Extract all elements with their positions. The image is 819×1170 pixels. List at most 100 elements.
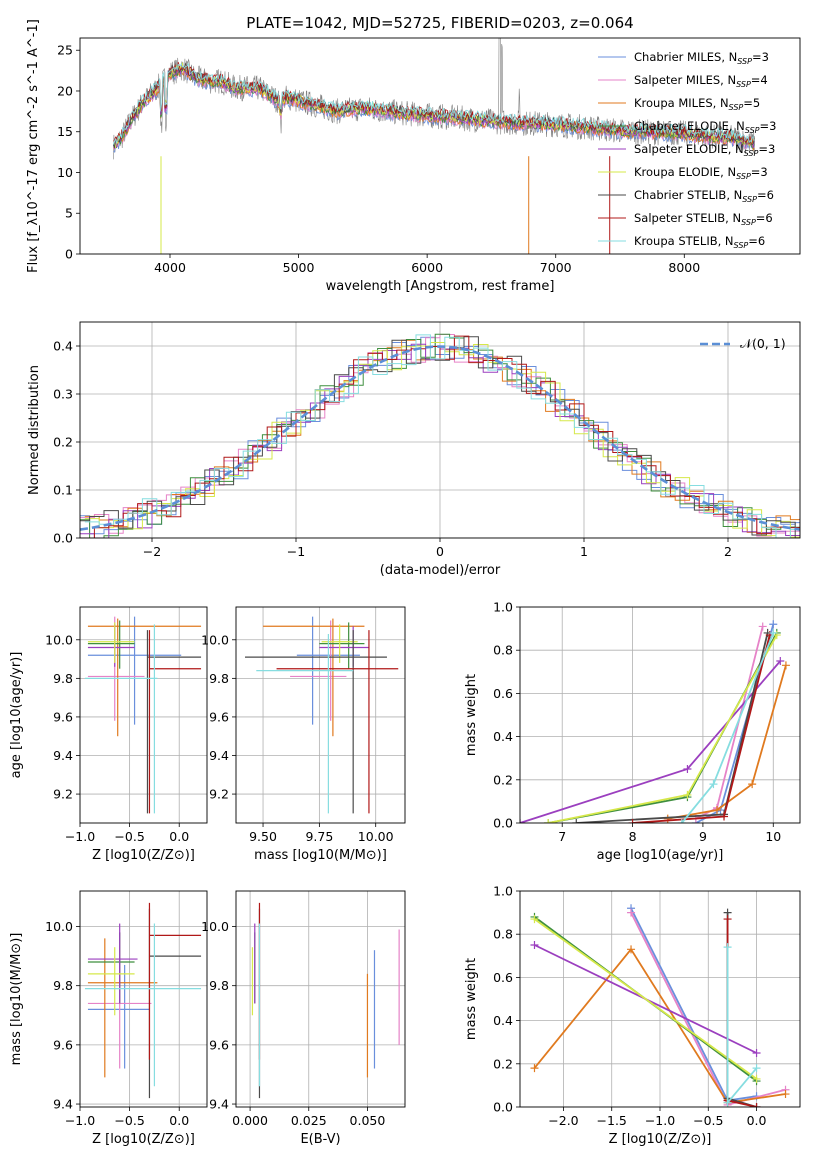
mass-weight-marker (530, 941, 539, 949)
y-tick-label: 0.8 (493, 643, 513, 658)
y-axis-label: Flux [f_λ10^-17 erg cm^-2 s^-1 A^-1] (26, 19, 41, 273)
mass-weight-marker (781, 1090, 790, 1099)
x-axis-label: age [log10(age/yr)] (597, 848, 724, 863)
x-tick-label: 1 (580, 544, 588, 559)
mass-weight-marker (752, 1064, 761, 1073)
y-tick-label: 9.8 (53, 978, 73, 993)
x-tick-label: 9.50 (249, 829, 277, 844)
figure-title: PLATE=1042, MJD=52725, FIBERID=0203, z=0… (246, 14, 633, 32)
legend-label: 𝒩(0, 1) (740, 336, 786, 351)
mass-weight-marker (758, 622, 767, 631)
panel-mass-vs-ebv: 0.000 0.025 0.050 9.4 9.6 9.8 10.0 E(B-V) (201, 890, 406, 1147)
x-tick-label: 10.00 (358, 829, 394, 844)
y-tick-label: 0.4 (53, 339, 73, 354)
y-tick-label: 0.4 (493, 1013, 513, 1028)
mass-weight-marker (709, 780, 718, 789)
y-tick-label: 0.2 (493, 772, 513, 787)
mass-weight-marker (720, 812, 729, 821)
mass-weight-marker (544, 819, 553, 823)
y-tick-label: 9.8 (53, 671, 73, 686)
histogram-step-line (80, 335, 800, 538)
x-tick-label: 10 (765, 829, 781, 844)
mass-weight-line (533, 947, 786, 1104)
legend-label: Salpeter ELODIE, NSSP=3 (634, 142, 775, 158)
axes-frame (79, 890, 208, 1108)
plot-area (520, 607, 800, 823)
y-tick-label: 0.0 (493, 1100, 513, 1115)
histogram-step-line (84, 334, 800, 538)
y-tick-label: 15 (57, 124, 73, 139)
y-tick-label: 9.4 (209, 1097, 229, 1112)
x-tick-label: −1.5 (597, 1113, 627, 1128)
plot-area (80, 322, 800, 538)
x-tick-label: 9 (699, 829, 707, 844)
panel-mass-weight-vs-age: 7 8 9 10 0.0 0.2 0.4 0.6 0.8 1.0 age [log10(age/yr… (464, 600, 801, 863)
mass-weight-line (632, 634, 771, 823)
y-tick-label: 9.8 (209, 671, 229, 686)
y-tick-label: 10.0 (201, 919, 229, 934)
normal-curve (80, 345, 800, 531)
axes-frame (79, 606, 208, 824)
mass-weight-marker (530, 1064, 539, 1073)
x-tick-label: 2 (724, 544, 732, 559)
legend-label: Kroupa STELIB, NSSP=6 (634, 234, 765, 250)
legend-label: Chabrier STELIB, NSSP=6 (634, 188, 774, 204)
y-tick-label: 9.2 (53, 787, 73, 802)
x-tick-label: −1 (287, 544, 305, 559)
mass-weight-line (630, 907, 757, 1102)
x-axis-label: E(B-V) (300, 1132, 340, 1147)
x-tick-label: 8 (629, 829, 637, 844)
mass-weight-line (547, 634, 778, 823)
legend-label: Kroupa ELODIE, NSSP=3 (634, 165, 768, 181)
x-tick-label: −2 (143, 544, 161, 559)
mass-weight-line (726, 947, 758, 1106)
x-tick-label: 0.0 (169, 829, 189, 844)
spectrum-model-line (113, 61, 755, 145)
x-tick-label: 0.0 (169, 1113, 189, 1128)
y-tick-label: 9.4 (53, 1097, 73, 1112)
x-tick-label: 7000 (540, 260, 572, 275)
panel-age-vs-Z: −1.0 −0.5 0.0 9.2 9.4 9.6 9.8 10.0 Z [log10(Z/Z⊙… (9, 606, 208, 863)
axes-frame (235, 890, 406, 1108)
y-axis-label: age [log10(age/yr)] (9, 652, 24, 779)
y-tick-label: 9.6 (53, 1037, 73, 1052)
x-tick-label: 0 (436, 544, 444, 559)
mass-weight-marker (530, 915, 539, 924)
y-tick-label: 9.2 (209, 787, 229, 802)
mass-weight-marker (776, 657, 785, 665)
x-axis-label: wavelength [Angstrom, rest frame] (326, 279, 555, 294)
mass-weight-marker (627, 908, 636, 917)
x-tick-label: 7 (558, 829, 566, 844)
y-tick-label: 9.6 (209, 1037, 229, 1052)
plot-area (236, 607, 405, 823)
y-axis-label: Normed distribution (27, 365, 42, 495)
mass-weight-marker (572, 819, 581, 823)
panel-mass-vs-Z: −1.0 −0.5 0.0 9.4 9.6 9.8 10.0 Z [log10(Z/Z⊙)] m… (9, 890, 208, 1147)
legend-label: Salpeter MILES, NSSP=4 (634, 73, 768, 89)
legend-label: Kroupa MILES, NSSP=5 (634, 96, 760, 112)
mass-weight-marker (769, 620, 778, 629)
x-tick-label: −0.5 (693, 1113, 723, 1128)
y-tick-label: 0.0 (493, 816, 513, 831)
x-axis-label: Z [log10(Z/Z⊙)] (92, 848, 195, 863)
x-tick-label: 9.75 (305, 829, 333, 844)
mass-weight-marker (712, 806, 721, 815)
y-tick-label: 10 (57, 165, 73, 180)
x-tick-label: 4000 (154, 260, 186, 275)
mass-weight-marker (769, 628, 778, 637)
mass-weight-marker (752, 1049, 761, 1057)
y-tick-label: 9.4 (53, 748, 73, 763)
x-axis-label: mass [log10(M/M⊙)] (254, 848, 387, 863)
mass-weight-line (681, 632, 775, 823)
panel-mass-weight-vs-Z: −2.0 −1.5 −1.0 −0.5 0.0 0.0 0.2 0.4 0.6 0.8 1.0 Z [… (464, 884, 801, 1147)
histogram-step-line (80, 333, 800, 538)
y-tick-label: 0.4 (493, 729, 513, 744)
mass-weight-marker (677, 819, 686, 823)
mass-weight-marker (752, 1074, 761, 1083)
y-tick-label: 9.4 (209, 748, 229, 763)
mass-weight-marker (683, 765, 692, 773)
y-axis-label: mass [log10(M/M⊙)] (9, 933, 24, 1066)
y-tick-label: 20 (57, 83, 73, 98)
panel-spectrum: 4000 5000 6000 7000 8000 0 5 10 15 20 25 wavelength… (26, 19, 801, 294)
